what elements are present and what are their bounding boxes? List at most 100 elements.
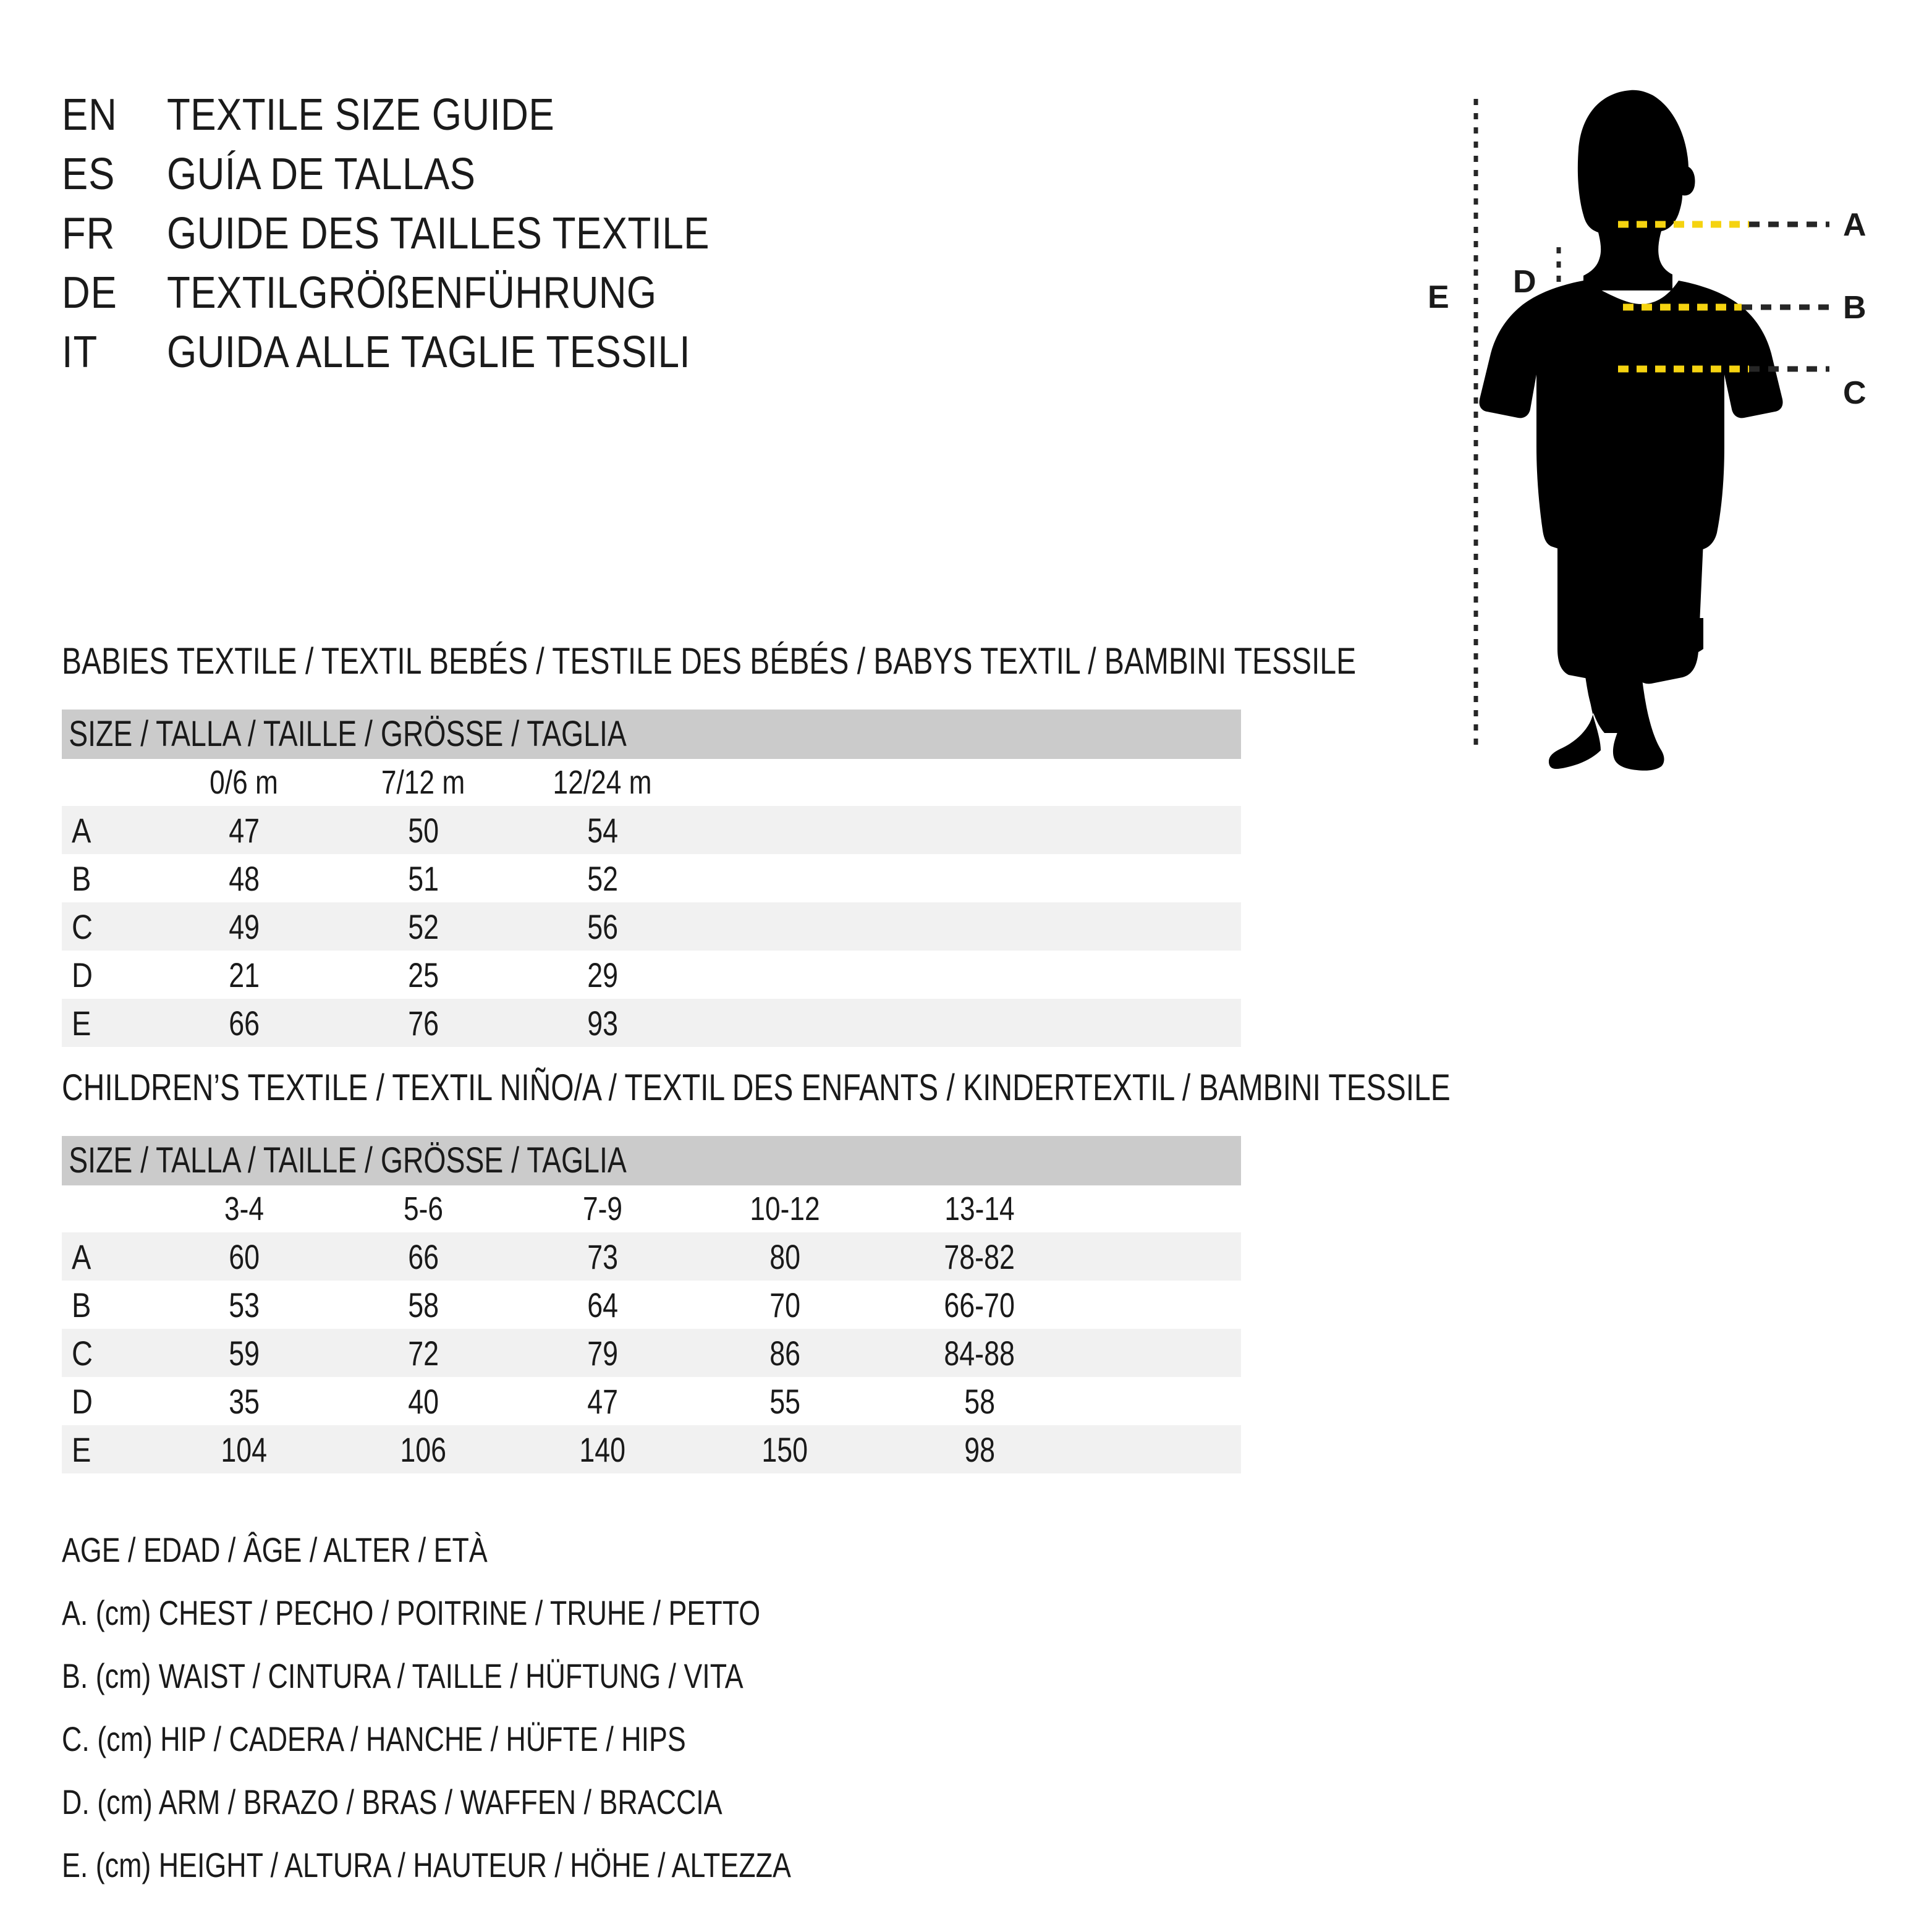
children-cell-a-2: 73 [513,1232,692,1281]
children-cell-c-4: 84-88 [878,1329,1082,1377]
children-row-key-d: D [72,1381,93,1421]
table-row: A 60 66 73 80 78-82 [62,1232,1242,1281]
children-cell-a-3: 80 [692,1232,878,1281]
children-col-header-4: 13-14 [878,1185,1082,1232]
language-code-de: DE [62,268,117,318]
table-row: E 66 76 93 [62,999,1242,1047]
children-col-header-0: 3-4 [155,1185,334,1232]
legend-line-chest: A. (cm) CHEST / PECHO / POITRINE / TRUHE… [62,1593,761,1632]
child-silhouette-diagram [1473,90,1829,771]
table-row: C 59 72 79 86 84-88 [62,1329,1242,1377]
babies-col-header-2: 12/24 m [513,759,692,806]
table-row: B 53 58 64 70 66-70 [62,1281,1241,1329]
babies-column-label-row: 0/6 m 7/12 m 12/24 m [62,759,1242,806]
children-row-key-a: A [62,1232,155,1281]
children-col-filler [1082,1185,1242,1232]
children-cell-b-2: 64 [587,1285,618,1324]
figure-label-a: A [1843,207,1866,243]
babies-cell-c-0: 49 [155,902,334,951]
children-cell-c-0: 59 [155,1329,334,1377]
babies-cell-c-2: 56 [513,902,692,951]
figure-label-e: E [1428,279,1449,315]
measurement-figure-panel: A B C D E [1403,68,1910,773]
children-cell-c-filler [1082,1329,1242,1377]
babies-cell-b-0: 48 [229,858,260,898]
babies-cell-d-filler [692,951,1241,999]
language-code-it: IT [62,328,98,377]
children-cell-e-3: 150 [692,1425,878,1473]
language-row-de: DE TEXTILGRÖßENFÜHRUNG [62,271,1236,330]
children-cell-b-3: 70 [769,1285,800,1324]
babies-cell-b-1: 51 [408,858,439,898]
babies-row-key-e: E [62,999,155,1047]
children-cell-d-2: 47 [587,1381,618,1421]
babies-cell-e-1: 76 [334,999,513,1047]
children-col-header-1: 5-6 [334,1185,513,1232]
figure-label-d: D [1513,264,1536,300]
babies-section-title: BABIES TEXTILE / TEXTIL BEBÉS / TESTILE … [62,640,1357,682]
babies-cell-b-2: 52 [587,858,618,898]
babies-table-header-band: SIZE / TALLA / TAILLE / GRÖSSE / TAGLIA [62,710,1242,759]
table-row: C 49 52 56 [62,902,1242,951]
legend-line-age: AGE / EDAD / ÂGE / ALTER / ETÀ [62,1530,488,1569]
legend-line-hip: C. (cm) HIP / CADERA / HANCHE / HÜFTE / … [62,1719,686,1758]
children-cell-d-3: 55 [769,1381,800,1421]
children-cell-b-0: 53 [229,1285,260,1324]
language-row-fr: FR GUIDE DES TAILLES TEXTILE [62,211,1236,271]
children-col-header-3: 10-12 [692,1185,878,1232]
babies-cell-c-1: 52 [334,902,513,951]
figure-label-b: B [1843,290,1866,326]
children-cell-d-0: 35 [229,1381,260,1421]
children-cell-a-filler [1082,1232,1242,1281]
language-title-es: GUÍA DE TALLAS [167,150,476,199]
children-cell-d-4: 58 [964,1381,995,1421]
babies-cell-e-0: 66 [155,999,334,1047]
children-cell-b-1: 58 [408,1285,439,1324]
babies-row-key-c: C [62,902,155,951]
children-cell-e-filler [1082,1425,1242,1473]
language-title-it: GUIDA ALLE TAGLIE TESSILI [167,328,691,377]
babies-row-key-b: B [72,858,91,898]
language-row-it: IT GUIDA ALLE TAGLIE TESSILI [62,330,1236,389]
children-cell-e-4: 98 [878,1425,1082,1473]
child-silhouette-shape [1479,90,1783,771]
children-corner-cell [62,1185,155,1232]
babies-row-key-a: A [62,806,155,854]
children-cell-c-2: 79 [513,1329,692,1377]
language-title-de: TEXTILGRÖßENFÜHRUNG [167,268,657,318]
legend-line-height: E. (cm) HEIGHT / ALTURA / HAUTEUR / HÖHE… [62,1845,791,1884]
children-cell-c-3: 86 [692,1329,878,1377]
table-row: E 104 106 140 150 98 [62,1425,1242,1473]
children-row-key-b: B [72,1285,91,1324]
children-cell-a-4: 78-82 [878,1232,1082,1281]
language-title-en: TEXTILE SIZE GUIDE [167,90,555,140]
children-column-label-row: 3-4 5-6 7-9 10-12 13-14 [62,1185,1242,1232]
babies-cell-d-1: 25 [408,955,439,994]
language-title-fr: GUIDE DES TAILLES TEXTILE [167,209,710,258]
table-row: A 47 50 54 [62,806,1242,854]
children-cell-c-1: 72 [334,1329,513,1377]
children-cell-a-0: 60 [155,1232,334,1281]
language-row-es: ES GUÍA DE TALLAS [62,152,1236,211]
table-row: D 35 40 47 55 58 [62,1377,1241,1425]
language-header-block: EN TEXTILE SIZE GUIDE ES GUÍA DE TALLAS … [62,93,1236,389]
language-code-en: EN [62,90,117,140]
babies-col-filler [692,759,1242,806]
children-cell-d-filler [1082,1377,1241,1425]
babies-cell-a-2: 54 [513,806,692,854]
babies-header-label: SIZE / TALLA / TAILLE / GRÖSSE / TAGLIA [69,714,627,754]
children-cell-d-1: 40 [408,1381,439,1421]
babies-cell-d-0: 21 [229,955,260,994]
children-header-label: SIZE / TALLA / TAILLE / GRÖSSE / TAGLIA [69,1140,627,1180]
table-row: D 21 25 29 [62,951,1241,999]
children-row-key-c: C [62,1329,155,1377]
babies-col-header-0: 0/6 m [155,759,334,806]
children-cell-e-1: 106 [334,1425,513,1473]
children-section-title: CHILDREN’S TEXTILE / TEXTIL NIÑO/A / TEX… [62,1067,1451,1108]
children-cell-e-0: 104 [155,1425,334,1473]
language-row-en: EN TEXTILE SIZE GUIDE [62,93,1236,152]
babies-cell-a-filler [692,806,1242,854]
measurement-legend: AGE / EDAD / ÂGE / ALTER / ETÀ A. (cm) C… [62,1533,973,1911]
figure-label-c: C [1843,375,1866,411]
language-code-es: ES [62,150,116,199]
